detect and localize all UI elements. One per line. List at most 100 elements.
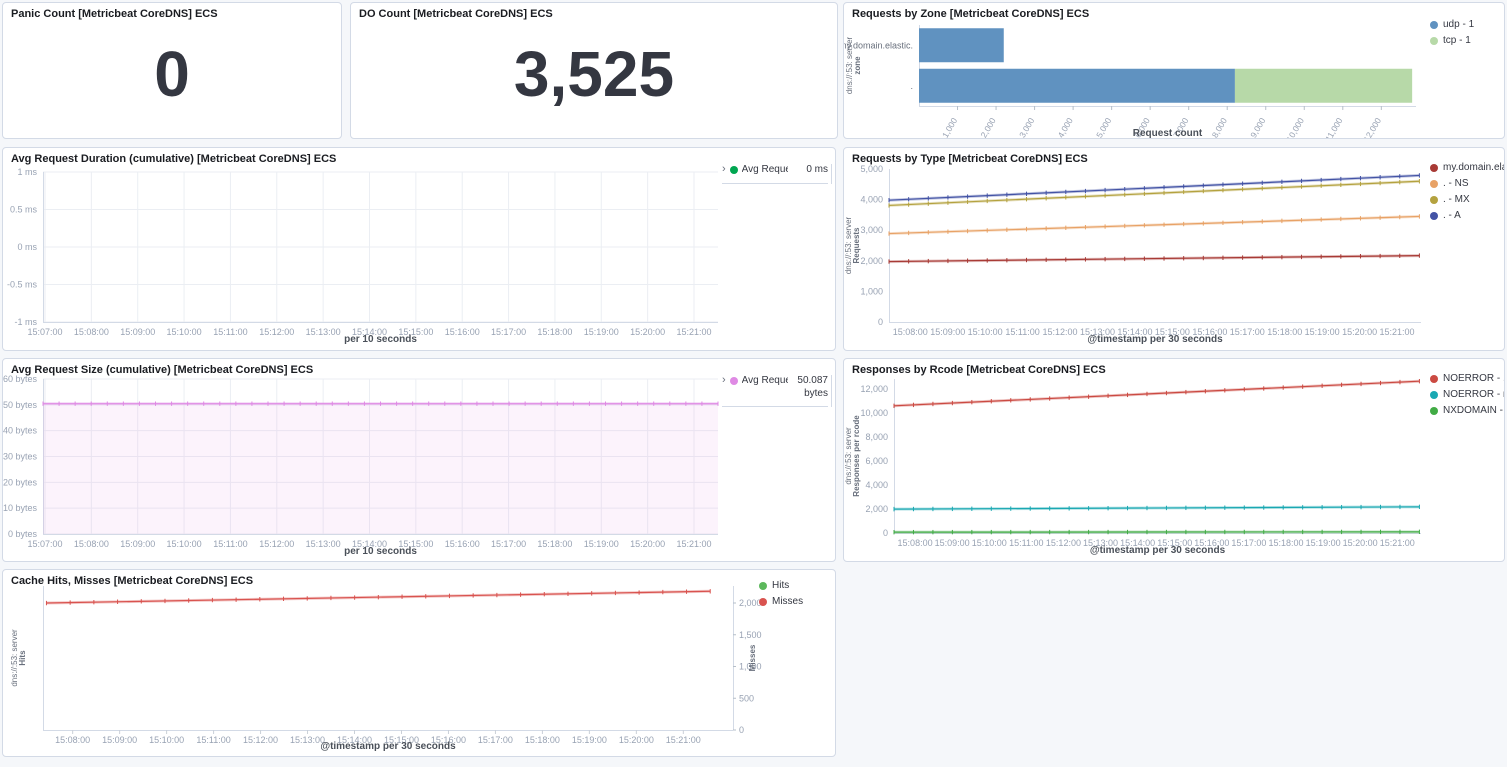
svg-text:15:21:00: 15:21:00 (1380, 327, 1415, 337)
svg-text:9,000: 9,000 (1248, 116, 1267, 138)
legend-item[interactable]: Misses (759, 596, 803, 607)
legend-color-dot (1430, 195, 1438, 204)
svg-text:15:13:00: 15:13:00 (306, 327, 341, 337)
svg-text:zone: zone (853, 56, 862, 75)
panel-do-count: DO Count [Metricbeat CoreDNS] ECS 3,525 (350, 2, 838, 139)
legend-item[interactable]: NOERROR - . (1430, 373, 1504, 384)
svg-text:15:14:00: 15:14:00 (352, 327, 387, 337)
panel-avg-request-size: Avg Request Size (cumulative) [Metricbea… (2, 358, 836, 562)
svg-text:15:11:00: 15:11:00 (1005, 327, 1039, 337)
svg-text:4,000: 4,000 (1056, 116, 1075, 138)
svg-text:15:14:00: 15:14:00 (337, 735, 372, 745)
svg-text:15:09:00: 15:09:00 (930, 327, 965, 337)
svg-text:15:16:00: 15:16:00 (445, 327, 480, 337)
avg-request-size-chart[interactable]: 60 bytes 50 bytes 40 bytes 30 bytes 20 bytes… (3, 359, 835, 561)
svg-text:@timestamp per 30 seconds: @timestamp per 30 seconds (1090, 545, 1226, 556)
legend-item[interactable]: Hits (759, 580, 803, 591)
legend-color-dot (1430, 406, 1438, 415)
svg-text:15:10:00: 15:10:00 (167, 539, 202, 549)
legend-item[interactable]: my.domain.elastic. - A (1430, 162, 1504, 173)
legend-item[interactable]: NOERROR - my.dom... (1430, 389, 1504, 400)
svg-text:15:16:00: 15:16:00 (1192, 327, 1227, 337)
svg-text:Request count: Request count (1133, 128, 1203, 138)
chevron-right-icon[interactable]: › (722, 374, 726, 386)
svg-text:1,000: 1,000 (940, 116, 959, 138)
svg-text:500: 500 (739, 693, 754, 703)
legend-item[interactable]: NXDOMAIN - . (1430, 405, 1505, 416)
svg-text:15:11:00: 15:11:00 (196, 735, 230, 745)
svg-text:5,000: 5,000 (860, 164, 883, 174)
requests-by-zone-chart[interactable]: 1,000 2,000 3,000 4,000 5,000 6,000 7,000 8,000… (844, 3, 1504, 138)
svg-text:15:08:00: 15:08:00 (55, 735, 90, 745)
legend-label: . - MX (1443, 194, 1470, 205)
svg-text:15:10:00: 15:10:00 (167, 327, 202, 337)
legend-item[interactable]: . - A (1430, 210, 1504, 221)
svg-text:15:13:00: 15:13:00 (306, 539, 341, 549)
svg-text:15:18:00: 15:18:00 (525, 735, 560, 745)
legend-item[interactable]: . - MX (1430, 194, 1504, 205)
svg-text:15:14:00: 15:14:00 (1120, 538, 1155, 548)
svg-text:0: 0 (739, 725, 744, 735)
legend-label: . - NS (1443, 178, 1469, 189)
svg-text:15:09:00: 15:09:00 (120, 327, 155, 337)
svg-text:dns://:53: server: dns://:53: server (10, 629, 19, 687)
legend-item[interactable]: udp - 1 (1430, 19, 1474, 30)
svg-text:15:09:00: 15:09:00 (120, 539, 155, 549)
legend-value: 50.087 bytes (797, 375, 828, 399)
chevron-right-icon[interactable]: › (722, 163, 726, 175)
requests-by-type-chart[interactable]: 5,000 4,000 3,000 2,000 1,000 0 15:08:00 15:09:… (844, 148, 1504, 350)
responses-by-rcode-chart[interactable]: 12,000 10,000 8,000 6,000 4,000 2,000 0 15:08:0… (844, 359, 1504, 561)
svg-text:dns://:53: server: dns://:53: server (845, 36, 854, 94)
avg-request-size-legend: › Avg Request ... 50.087 bytes (722, 375, 832, 407)
svg-text:@timestamp per 30 seconds: @timestamp per 30 seconds (1087, 334, 1223, 345)
chart-svg: 12,000 10,000 8,000 6,000 4,000 2,000 0 15:08:0… (844, 378, 1421, 556)
svg-text:Misses: Misses (748, 644, 757, 671)
legend-color-dot (759, 581, 767, 590)
svg-text:0 bytes: 0 bytes (8, 529, 38, 539)
svg-text:4,000: 4,000 (860, 195, 883, 205)
svg-text:15:21:00: 15:21:00 (676, 539, 711, 549)
svg-text:15:18:00: 15:18:00 (1267, 327, 1302, 337)
svg-text:15:15:00: 15:15:00 (1157, 538, 1192, 548)
svg-text:15:15:00: 15:15:00 (1155, 327, 1190, 337)
svg-text:15:19:00: 15:19:00 (1306, 538, 1341, 548)
svg-text:Hits: Hits (18, 650, 27, 666)
panel-panic-count: Panic Count [Metricbeat CoreDNS] ECS 0 (2, 2, 342, 139)
legend-label: Avg Request ... (741, 375, 788, 386)
svg-text:15:16:00: 15:16:00 (431, 735, 466, 745)
svg-text:15:15:00: 15:15:00 (398, 539, 433, 549)
svg-text:15:20:00: 15:20:00 (619, 735, 654, 745)
svg-text:15:10:00: 15:10:00 (972, 538, 1007, 548)
legend-item[interactable]: . - NS (1430, 178, 1504, 189)
svg-text:0.5 ms: 0.5 ms (10, 205, 38, 215)
svg-text:.: . (910, 81, 913, 91)
legend-item[interactable]: › Avg Request Dura... 0 ms (722, 164, 828, 184)
panel-requests-by-type: Requests by Type [Metricbeat CoreDNS] EC… (843, 147, 1505, 351)
legend-label: NXDOMAIN - . (1443, 405, 1505, 416)
svg-text:60 bytes: 60 bytes (3, 374, 37, 384)
svg-text:12,000: 12,000 (860, 384, 888, 394)
panel-title: Requests by Type [Metricbeat CoreDNS] EC… (852, 153, 1088, 165)
legend-item[interactable]: tcp - 1 (1430, 35, 1474, 46)
metric-value: 3,525 (513, 37, 675, 110)
panel-responses-by-rcode: Responses by Rcode [Metricbeat CoreDNS] … (843, 358, 1505, 562)
svg-text:4,000: 4,000 (865, 480, 888, 490)
responses-by-rcode-legend: NOERROR - . NOERROR - my.dom... NXDOMAIN -… (1430, 373, 1505, 421)
avg-request-duration-chart[interactable]: 1 ms 0.5 ms 0 ms -0.5 ms -1 ms 15:07:00 15:08:… (3, 148, 835, 350)
svg-text:-0.5 ms: -0.5 ms (7, 280, 38, 290)
svg-text:dns://:53: server: dns://:53: server (844, 216, 853, 274)
svg-text:15:17:00: 15:17:00 (491, 327, 526, 337)
requests-by-type-legend: my.domain.elastic. - A . - NS . - MX . - A (1430, 162, 1504, 226)
svg-text:15:18:00: 15:18:00 (1268, 538, 1303, 548)
cache-hits-misses-chart[interactable]: 2,000 1,500 1,000 500 0 15:08:00 15:09:00 15:10… (3, 570, 835, 756)
svg-text:1,000: 1,000 (739, 662, 762, 672)
legend-item[interactable]: › Avg Request ... 50.087 bytes (722, 375, 828, 407)
svg-text:15:12:00: 15:12:00 (259, 539, 294, 549)
svg-text:2,000: 2,000 (978, 116, 997, 138)
legend-color-dot (1430, 390, 1438, 399)
legend-label: udp - 1 (1443, 19, 1475, 30)
svg-text:15:12:00: 15:12:00 (259, 327, 294, 337)
svg-text:15:21:00: 15:21:00 (676, 327, 711, 337)
svg-text:15:11:00: 15:11:00 (213, 539, 247, 549)
svg-text:15:09:00: 15:09:00 (102, 735, 137, 745)
